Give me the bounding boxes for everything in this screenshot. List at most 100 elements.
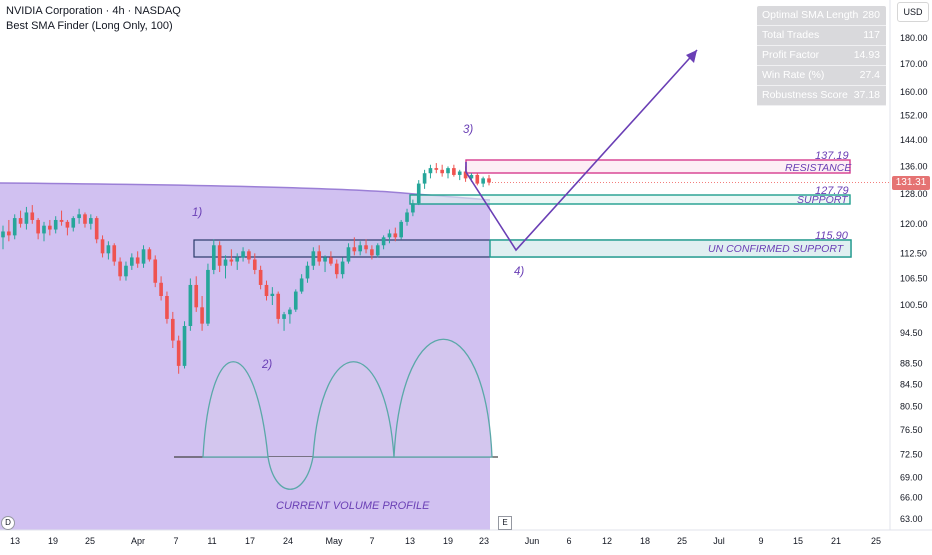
candle-body [428, 168, 433, 174]
candle-body [147, 249, 152, 260]
candle [65, 219, 70, 236]
candle [270, 287, 275, 306]
candle-body [247, 251, 251, 260]
time-tick: May [325, 536, 343, 546]
candle [241, 247, 245, 262]
currency-button[interactable]: USD [897, 2, 929, 22]
time-tick: 21 [831, 536, 841, 546]
candle-body [170, 318, 175, 341]
candle-body [229, 259, 234, 262]
time-tick: 15 [793, 536, 803, 546]
candle [106, 241, 111, 260]
level-name: RESISTANCE [785, 162, 852, 174]
candle-body [452, 168, 456, 175]
time-tick: 18 [640, 536, 650, 546]
stats-row: Profit Factor 14.93 [757, 46, 886, 66]
arrow-head [686, 50, 697, 63]
indicator-title[interactable]: Best SMA Finder (Long Only, 100) [6, 20, 173, 32]
symbol-title[interactable]: NVIDIA Corporation · 4h · NASDAQ [6, 5, 181, 17]
candle-body [387, 233, 392, 238]
price-tick: 136.00 [900, 161, 928, 171]
candle [200, 295, 204, 331]
candle-body [346, 247, 351, 262]
candle [211, 239, 216, 275]
candle-body [165, 295, 169, 319]
candle [170, 311, 175, 349]
level-value: 115.90 [815, 230, 849, 242]
volume-profile [174, 338, 498, 490]
candle [323, 255, 327, 273]
earnings-badge[interactable]: E [498, 516, 512, 530]
price-tick: 88.50 [900, 358, 923, 368]
price-axis[interactable]: 180.00 170.00 160.00 152.00 144.00 136.00 128.… [889, 0, 928, 530]
candle [182, 321, 187, 369]
stats-label: Profit Factor [762, 49, 820, 61]
candle [329, 251, 333, 266]
level-name: SUPPORT [797, 194, 849, 206]
candle [135, 251, 140, 268]
candle-body [393, 233, 398, 238]
candle-body [7, 231, 11, 236]
price-tick: 180.00 [900, 33, 928, 43]
level-name: UN CONFIRMED SUPPORT [708, 243, 845, 255]
time-tick: 9 [758, 536, 763, 546]
candle-body [77, 214, 81, 219]
candle-body [358, 245, 362, 252]
stats-row: Optimal SMA Length 280 [757, 6, 886, 26]
candle-body [217, 245, 222, 266]
candle-body [311, 251, 316, 266]
time-tick: 7 [173, 536, 178, 546]
dividend-badge[interactable]: D [1, 516, 15, 530]
candle [352, 237, 357, 256]
candle [288, 307, 292, 324]
candle [387, 229, 392, 244]
level-boxes [193, 159, 852, 258]
time-tick: 13 [405, 536, 415, 546]
candle [446, 166, 450, 179]
time-axis[interactable]: 13 19 25 Apr 7 11 17 24 May 7 13 19 23 Jun 6 12 18 25 Jul 9… [0, 529, 932, 546]
candle-body [141, 249, 146, 264]
candle [229, 249, 234, 266]
volume-dip [267, 456, 314, 490]
stats-label: Robustness Score [762, 89, 848, 101]
candle-body [487, 178, 491, 183]
volume-arc [393, 338, 493, 458]
candle-body [83, 214, 87, 224]
candle-body [340, 261, 345, 275]
stats-row: Total Trades 117 [757, 26, 886, 46]
candle-body [264, 284, 269, 296]
candle [130, 253, 134, 270]
candle [36, 218, 40, 240]
candle-body [176, 340, 181, 366]
candle [276, 291, 281, 324]
candle [411, 199, 415, 217]
candle [434, 163, 439, 174]
candle [235, 253, 240, 270]
candle-body [434, 168, 439, 170]
price-tick: 72.50 [900, 450, 923, 460]
stats-label: Win Rate (%) [762, 69, 825, 81]
candle [147, 247, 152, 262]
stats-label: Optimal SMA Length [762, 9, 859, 21]
candle [422, 169, 427, 189]
candle [206, 263, 210, 327]
volume-profile-label: CURRENT VOLUME PROFILE [276, 500, 430, 512]
price-tick: 100.50 [900, 300, 928, 310]
chart-header: NVIDIA Corporation · 4h · NASDAQ Best SM… [6, 4, 181, 34]
level-value: 127.79 [815, 185, 849, 197]
candle-body [334, 263, 339, 275]
time-tick: 6 [566, 536, 571, 546]
candle [59, 210, 64, 226]
stats-table: Optimal SMA Length 280 Total Trades 117 Prof… [757, 6, 886, 106]
time-tick: 11 [207, 536, 216, 546]
candle [405, 208, 409, 226]
candle [487, 174, 491, 186]
candle [264, 280, 269, 301]
candle [24, 206, 29, 230]
candle [118, 257, 122, 281]
candle [258, 265, 263, 290]
candle-body [422, 173, 427, 184]
candle [416, 180, 421, 206]
